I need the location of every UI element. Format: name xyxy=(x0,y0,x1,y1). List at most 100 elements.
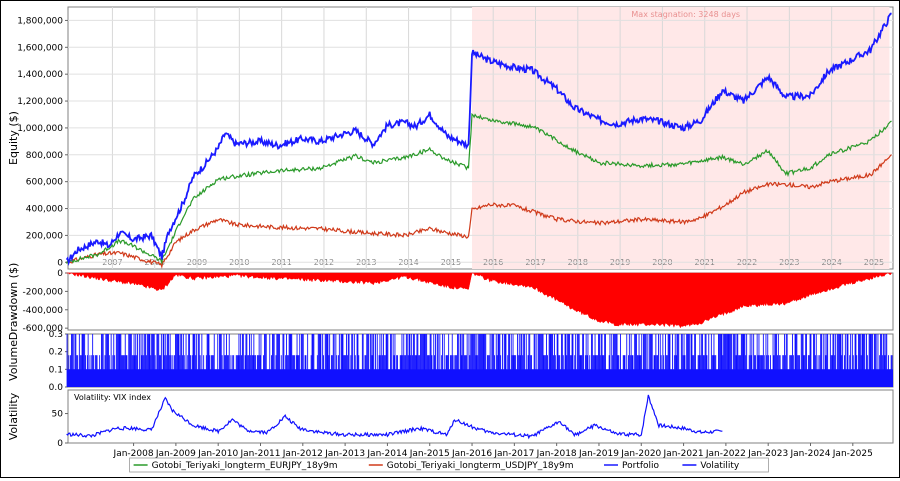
volume-bar xyxy=(470,334,472,387)
volume-bar xyxy=(644,334,646,387)
volume-bar xyxy=(483,334,485,387)
volume-bar xyxy=(730,334,732,387)
volume-bar xyxy=(460,334,462,387)
volume-bar xyxy=(320,334,322,387)
volume-bar xyxy=(870,334,872,387)
volume-bar xyxy=(765,334,767,387)
volume-bar xyxy=(213,334,215,387)
drawdown-tick-label: -200,000 xyxy=(23,287,64,297)
volume-bar xyxy=(466,334,468,387)
volume-bar xyxy=(443,334,445,387)
volume-bar xyxy=(386,334,388,387)
equity-tick-label: 1,800,000 xyxy=(17,16,63,26)
volume-bar xyxy=(598,334,599,387)
volume-bar xyxy=(875,334,877,387)
volume-bar xyxy=(81,334,83,387)
volume-bar xyxy=(148,334,150,387)
volume-bar xyxy=(741,334,743,387)
volume-bar xyxy=(677,334,679,387)
equity-tick-label: 1,000,000 xyxy=(17,124,63,134)
volume-bar xyxy=(728,334,730,387)
volume-bar xyxy=(577,334,579,387)
volume-bar xyxy=(332,334,334,387)
volume-bar xyxy=(795,334,797,387)
volume-bar xyxy=(273,334,275,387)
volume-bar xyxy=(340,334,342,387)
volume-bar xyxy=(665,334,666,387)
volume-bar xyxy=(529,334,531,387)
volume-bar xyxy=(283,334,285,387)
legend-label: Volatility xyxy=(700,461,740,471)
volume-bar xyxy=(614,334,616,387)
volume-bar xyxy=(482,334,484,387)
volume-bar xyxy=(433,334,435,387)
volume-bar xyxy=(484,334,486,387)
volume-bar xyxy=(883,334,885,387)
volume-bar xyxy=(539,334,541,387)
volume-bar xyxy=(796,334,798,387)
legend-label: Gotobi_Teriyaki_longterm_USDJPY_18y9m xyxy=(387,461,574,471)
volume-bar xyxy=(794,334,796,387)
volume-bar xyxy=(276,334,278,387)
volume-bar xyxy=(165,334,167,387)
volume-bar xyxy=(746,334,748,387)
volume-bar xyxy=(430,334,432,387)
volume-bar xyxy=(868,334,870,387)
date-tick-label: Jan-2015 xyxy=(409,449,450,459)
date-tick-label: Jan-2008 xyxy=(113,449,154,459)
equity-line-Gotobi_Teriyaki_longterm_EURJPY_18y9m xyxy=(66,112,892,265)
volume-bar xyxy=(128,334,130,387)
volume-bar xyxy=(655,334,657,387)
volume-bar xyxy=(163,334,165,387)
volume-bar xyxy=(871,334,873,387)
volume-bar xyxy=(269,334,271,387)
volume-bar xyxy=(198,334,200,387)
volume-bar xyxy=(473,334,475,387)
volume-bar xyxy=(743,334,745,387)
volume-bar xyxy=(219,334,220,387)
volume-bar xyxy=(142,334,144,387)
legend-label: Gotobi_Teriyaki_longterm_EURJPY_18y9m xyxy=(152,461,338,471)
volume-bar xyxy=(318,334,320,387)
volatility-tick-label: 50 xyxy=(52,410,64,420)
volume-bar xyxy=(591,334,592,387)
volume-bar xyxy=(117,334,119,387)
volume-bar xyxy=(175,334,177,387)
volume-bar xyxy=(185,334,187,387)
date-tick-label: Jan-2019 xyxy=(578,449,619,459)
volume-bar xyxy=(327,334,329,387)
volume-bar xyxy=(264,334,266,387)
drawdown-tick-label: -400,000 xyxy=(23,306,64,316)
volume-bar xyxy=(423,334,425,387)
volume-bar xyxy=(524,334,525,387)
volume-bar xyxy=(854,334,856,387)
volume-bar xyxy=(539,334,540,387)
volume-bar xyxy=(734,334,736,387)
volume-bar xyxy=(576,334,578,387)
volume-bar xyxy=(242,334,243,387)
volume-bar xyxy=(217,334,219,387)
volume-bar xyxy=(882,334,884,387)
volume-bar xyxy=(859,334,861,387)
volume-bar xyxy=(362,334,364,387)
volume-bar xyxy=(312,334,314,387)
volume-bar xyxy=(135,334,137,387)
volume-bar xyxy=(636,334,637,387)
volume-bar xyxy=(290,334,292,387)
volume-bar xyxy=(394,334,396,387)
volume-bar xyxy=(565,334,567,387)
volume-bar xyxy=(727,334,729,387)
volume-bar xyxy=(713,334,715,387)
volume-bar xyxy=(406,334,408,387)
volume-bar xyxy=(264,334,265,387)
volume-bar xyxy=(157,334,159,387)
volume-bar xyxy=(520,334,522,387)
volume-bar xyxy=(651,334,653,387)
volume-bar xyxy=(528,334,530,387)
volume-bar xyxy=(408,334,410,387)
volume-bar xyxy=(319,334,321,387)
volume-bar xyxy=(168,334,169,387)
volume-bar xyxy=(814,334,815,387)
volume-bar xyxy=(776,334,777,387)
volume-bar xyxy=(568,334,569,387)
